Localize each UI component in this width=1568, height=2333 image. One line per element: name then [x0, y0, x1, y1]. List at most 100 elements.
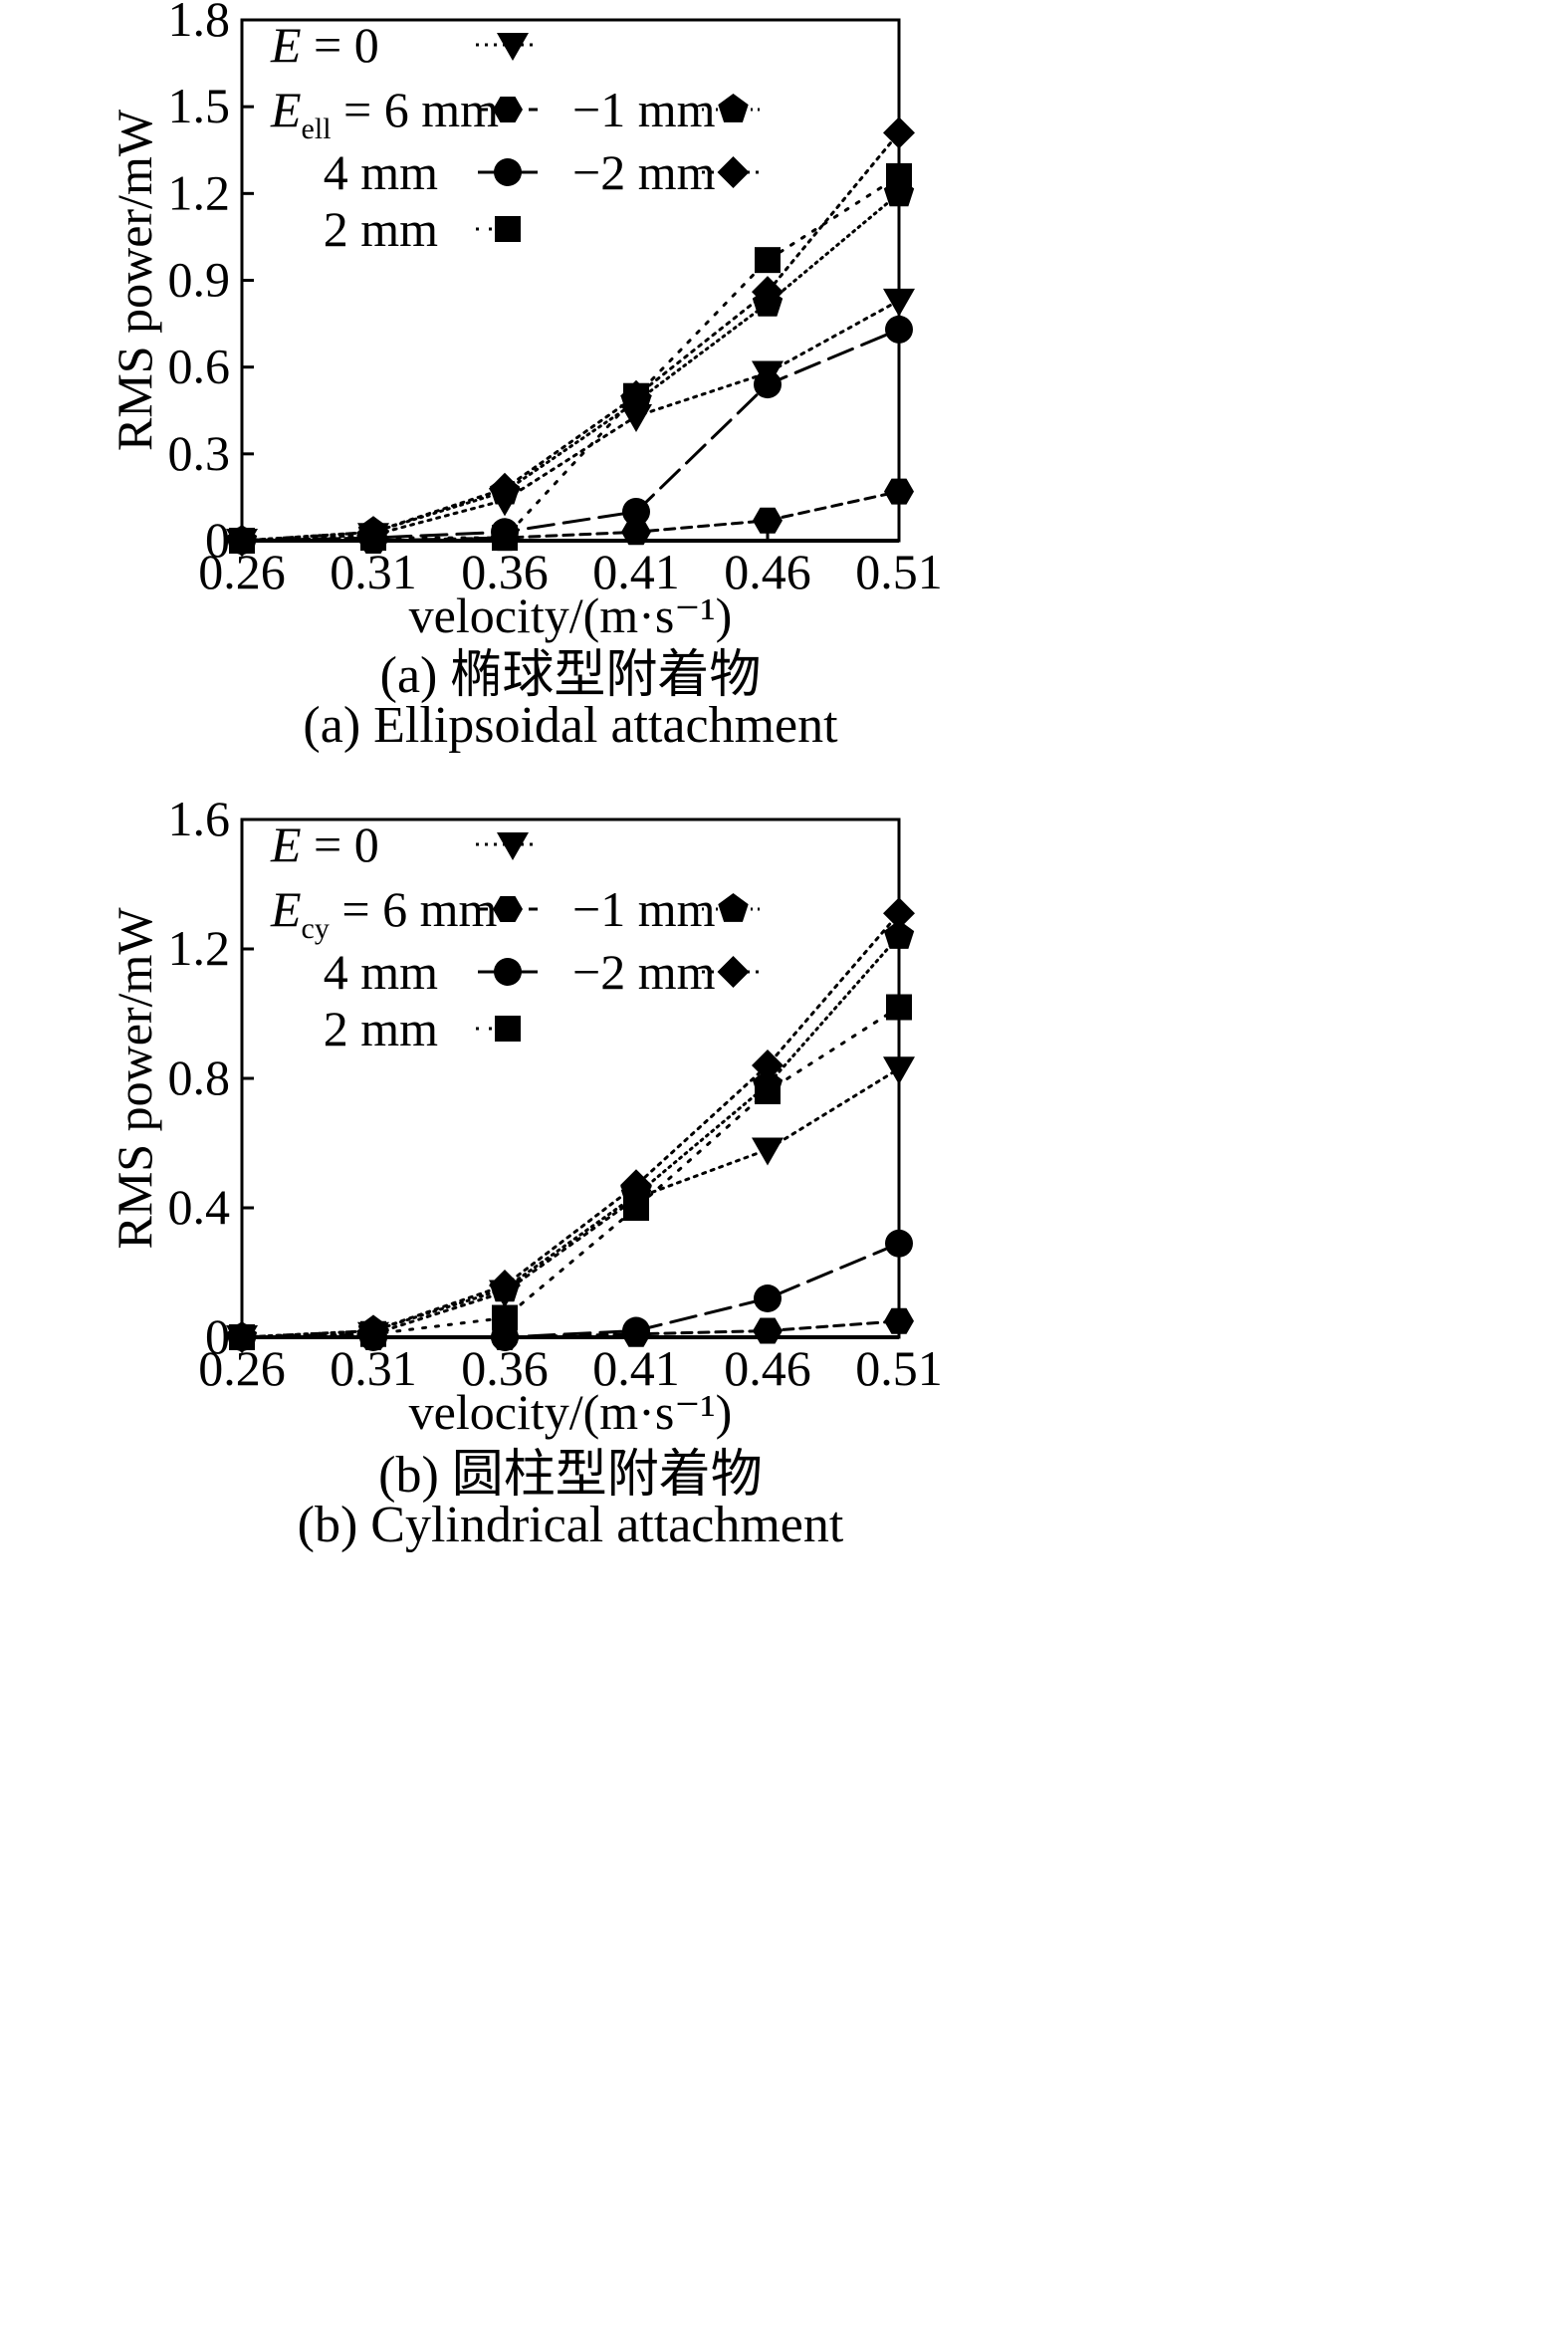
data-point	[754, 370, 782, 399]
series-line	[240, 1242, 901, 1339]
data-point	[226, 525, 258, 557]
data-point	[886, 994, 912, 1021]
data-point	[752, 276, 784, 309]
y-axis-title: RMS power/mW	[107, 109, 162, 451]
data-point	[620, 379, 652, 412]
legend-marker	[718, 94, 749, 122]
series-line	[240, 1006, 901, 1339]
series-diamond	[226, 117, 915, 557]
legend: E = 0 Ecy = 6 mm4 mm2 mm −1 mm −2 mm	[270, 817, 765, 1056]
x-tick-label: 0.36	[461, 544, 549, 599]
data-point	[489, 1270, 521, 1301]
data-point	[492, 1304, 518, 1331]
y-tick-label: 0.4	[168, 1179, 231, 1235]
legend-marker	[495, 1016, 521, 1042]
data-point	[885, 1229, 913, 1258]
legend-label: 2 mm	[324, 1001, 438, 1056]
legend-marker	[493, 97, 523, 122]
x-tick-label: 0.46	[724, 1340, 811, 1396]
y-tick-label: 0	[205, 512, 230, 568]
chart-panel-a: 00.30.60.91.21.51.80.26 0.31 0.36 0.41 0.46 0…	[107, 0, 943, 754]
data-point	[883, 117, 915, 149]
chart-panel-b: 00.40.81.21.60.26 0.31 0.36 0.41 0.46 0.51RMS…	[107, 791, 943, 1553]
series-line	[240, 191, 901, 543]
data-point	[884, 1307, 914, 1334]
series-circle	[228, 315, 913, 555]
x-tick-label: 0.41	[592, 544, 680, 599]
data-point	[226, 1321, 258, 1353]
legend-marker	[717, 956, 750, 988]
series-line	[240, 934, 901, 1339]
caption-en: (b) Cylindrical attachment	[298, 1497, 844, 1553]
y-tick-label: 0.3	[168, 425, 231, 481]
x-tick-label: 0.51	[855, 1340, 943, 1396]
legend-marker	[497, 33, 529, 61]
legend-label: E = 0	[270, 17, 379, 73]
legend-marker	[718, 893, 749, 922]
legend-marker	[494, 958, 522, 986]
legend-label: −1 mm	[572, 881, 716, 937]
data-point	[357, 1314, 389, 1347]
legend-marker	[497, 832, 529, 860]
data-point	[883, 897, 915, 930]
data-point	[754, 1284, 782, 1312]
data-point	[752, 1068, 784, 1098]
y-tick-label: 1.5	[168, 78, 231, 133]
x-axis-title: velocity/(m·s⁻¹)	[409, 1384, 733, 1440]
legend: E = 0 Eell = 6 mm4 mm2 mm −1 mm −2 mm	[270, 17, 765, 257]
y-tick-label: 0	[205, 1308, 230, 1364]
series-diamond	[226, 897, 915, 1353]
data-point	[883, 177, 915, 207]
data-point	[620, 1169, 652, 1202]
legend-label: 4 mm	[324, 944, 438, 1000]
legend-marker	[495, 216, 521, 242]
series-line	[240, 130, 901, 543]
data-point	[885, 315, 913, 344]
data-point	[752, 1137, 784, 1166]
legend-label: 4 mm	[324, 144, 438, 200]
x-tick-label: 0.41	[592, 1340, 680, 1396]
legend-marker	[493, 896, 523, 922]
data-point	[622, 497, 650, 526]
data-point	[883, 920, 915, 949]
data-point	[753, 507, 783, 534]
data-point	[883, 288, 915, 317]
data-point	[622, 1316, 650, 1345]
x-axis-title: velocity/(m·s⁻¹)	[409, 587, 733, 643]
legend-label: E = 0	[270, 817, 379, 872]
x-tick-label: 0.51	[855, 544, 943, 599]
legend-label: −1 mm	[572, 82, 716, 137]
legend-marker	[494, 158, 522, 186]
data-point	[489, 472, 521, 505]
data-point	[621, 519, 651, 546]
caption-zh: (a) 椭球型附着物	[380, 647, 762, 704]
y-tick-label: 0.6	[168, 339, 231, 394]
series-line	[240, 911, 901, 1339]
data-point	[884, 478, 914, 505]
series-line	[240, 328, 901, 543]
x-tick-label: 0.46	[724, 544, 811, 599]
series-line	[240, 490, 901, 543]
data-point	[752, 1050, 784, 1081]
y-tick-label: 1.8	[168, 0, 231, 47]
y-tick-label: 0.9	[168, 252, 231, 308]
series-line	[240, 1066, 901, 1339]
series-line	[240, 299, 901, 543]
data-point	[357, 516, 389, 549]
y-tick-label: 1.2	[168, 920, 231, 976]
legend-label: Eell = 6 mm	[270, 82, 499, 145]
legend-label: Ecy = 6 mm	[270, 881, 497, 945]
y-tick-label: 0.8	[168, 1050, 231, 1105]
y-tick-label: 1.2	[168, 164, 231, 220]
legend-label: −2 mm	[572, 944, 716, 1000]
series-triangle-down	[226, 288, 915, 557]
caption-en: (a) Ellipsoidal attachment	[303, 697, 838, 754]
y-axis-title: RMS power/mW	[107, 907, 162, 1250]
data-point	[883, 1056, 915, 1085]
caption-zh: (b) 圆柱型附着物	[378, 1447, 763, 1504]
series-triangle-down	[226, 1056, 915, 1353]
legend-label: 2 mm	[324, 201, 438, 257]
data-point	[755, 247, 781, 274]
data-point	[753, 1317, 783, 1344]
